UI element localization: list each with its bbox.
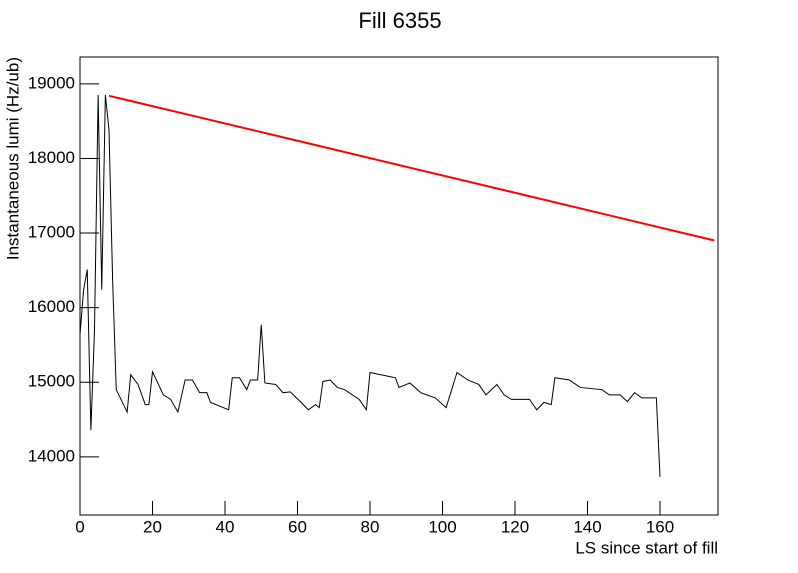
x-tick-label: 160	[646, 517, 674, 536]
y-tick-label: 15000	[28, 372, 75, 391]
y-tick-label: 14000	[28, 446, 75, 465]
chart-title: Fill 6355	[358, 8, 441, 33]
y-tick-label: 17000	[28, 223, 75, 242]
x-tick-label: 40	[216, 517, 235, 536]
series-line	[79, 94, 661, 477]
y-tick-label: 16000	[28, 297, 75, 316]
y-axis-label: Instantaneous lumi (Hz/ub)	[3, 57, 22, 260]
x-axis-label: LS since start of fill	[575, 538, 718, 557]
x-tick-label: 20	[143, 517, 162, 536]
plot-frame	[79, 56, 719, 516]
y-tick-label: 18000	[28, 148, 75, 167]
x-tick-label: 140	[573, 517, 601, 536]
x-tick-label: 100	[428, 517, 456, 536]
series-line	[108, 94, 715, 242]
x-tick-label: 60	[288, 517, 307, 536]
x-tick-label: 80	[361, 517, 380, 536]
x-tick-label: 0	[75, 517, 84, 536]
x-tick-label: 120	[501, 517, 529, 536]
y-tick-label: 19000	[28, 73, 75, 92]
